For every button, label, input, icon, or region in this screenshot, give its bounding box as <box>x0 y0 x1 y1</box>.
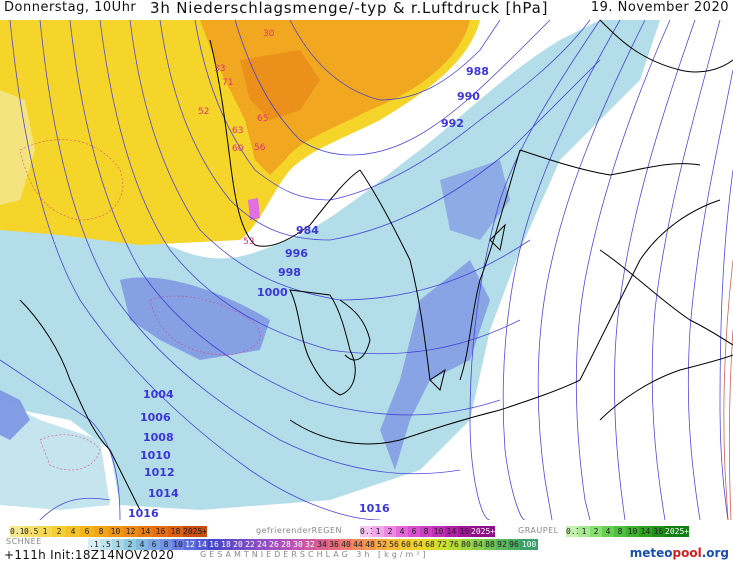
svg-text:1004: 1004 <box>143 388 174 401</box>
snow-area-dark-orange <box>240 50 320 120</box>
init-time: +111h Init:18Z14NOV2020 <box>4 548 175 562</box>
svg-text:1012: 1012 <box>144 466 175 479</box>
rain-area-light <box>0 20 660 510</box>
svg-text:1008: 1008 <box>143 431 174 444</box>
svg-text:992: 992 <box>441 117 464 130</box>
map-header: Donnerstag, 10Uhr 3h Niederschlagsmenge/… <box>0 0 733 20</box>
svg-text:1016: 1016 <box>128 507 159 520</box>
svg-text:984: 984 <box>296 224 319 237</box>
legend: 0.1 0.5 1 2 4 6 8 10 12 14 16 18 2025+ S… <box>0 520 733 566</box>
graupel-spot <box>248 198 260 220</box>
forecast-day-time: Donnerstag, 10Uhr <box>4 0 137 15</box>
svg-text:990: 990 <box>457 90 480 103</box>
graupel-scale: 0.1 1 2 4 8 10 14 16 2025+ <box>566 526 690 537</box>
svg-text:33: 33 <box>214 64 225 74</box>
svg-text:65: 65 <box>257 114 268 124</box>
svg-text:56: 56 <box>254 143 266 153</box>
weather-map: 988 990 992 984 996 998 1000 1004 1006 1… <box>0 19 733 520</box>
svg-text:53: 53 <box>243 237 254 247</box>
map-title: 3h Niederschlagsmenge/-typ & r.Luftdruck… <box>150 0 549 17</box>
rain-area-light-2 <box>0 400 110 510</box>
rain-area-blue-1 <box>120 277 270 360</box>
forecast-date: 19. November 2020 <box>590 0 729 15</box>
svg-text:52: 52 <box>198 107 209 117</box>
meteopool-logo[interactable]: meteopool.org <box>630 546 729 560</box>
coastlines <box>19 19 733 511</box>
graupel-label: GRAUPEL <box>518 526 559 535</box>
svg-text:1010: 1010 <box>140 449 171 462</box>
svg-text:63: 63 <box>232 126 243 136</box>
isobar-labels: 988 990 992 984 996 998 1000 1004 1006 1… <box>128 65 489 520</box>
brand-part-a: meteo <box>629 546 673 560</box>
svg-text:1016: 1016 <box>359 502 390 515</box>
rain-area-blue-3 <box>0 390 30 440</box>
freezing-rain-scale: 0.1 1 2 4 6 8 10 14 16 2025+ <box>360 526 496 537</box>
svg-text:71: 71 <box>222 78 233 88</box>
total-precip-scale: .1 .5 1 2 4 6 8 10 12 14 16 18 20 22 24 … <box>88 539 538 550</box>
precipitation-labels: 52 53 56 60 63 65 71 30 33 <box>198 29 275 247</box>
snow-label: SCHNEE <box>6 537 42 546</box>
svg-text:996: 996 <box>285 247 308 260</box>
isobar-lines <box>0 19 733 520</box>
snow-scale: 0.1 0.5 1 2 4 6 8 10 12 14 16 18 2025+ <box>10 526 208 537</box>
rain-area-blue-4 <box>440 160 510 240</box>
brand-part-b: pool <box>672 546 702 560</box>
snow-area-pale <box>0 90 35 205</box>
freezing-rain-label: gefrierenderREGEN <box>256 526 342 535</box>
rain-area-blue-2 <box>380 260 490 470</box>
svg-text:988: 988 <box>466 65 489 78</box>
svg-text:1000: 1000 <box>257 286 288 299</box>
svg-text:1014: 1014 <box>148 487 179 500</box>
total-precip-label: GESAMTNIEDERSCHLAG 3h [kg/m²] <box>200 550 429 559</box>
svg-text:1006: 1006 <box>140 411 171 424</box>
svg-text:60: 60 <box>232 144 244 154</box>
svg-text:30: 30 <box>263 29 275 39</box>
svg-text:998: 998 <box>278 266 301 279</box>
brand-part-c: .org <box>701 546 729 560</box>
